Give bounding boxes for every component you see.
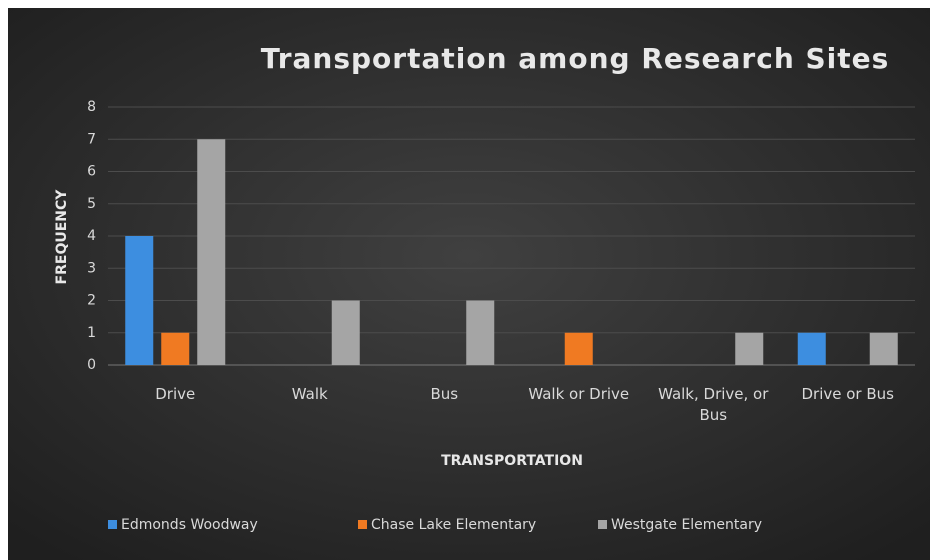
y-tick-label: 7 xyxy=(87,131,96,147)
y-tick-label: 4 xyxy=(87,228,96,244)
legend-swatch xyxy=(108,520,117,529)
y-tick-label: 8 xyxy=(87,99,96,115)
chart-title: Transportation among Research Sites xyxy=(261,42,890,75)
x-axis-title: TRANSPORTATION xyxy=(441,453,583,469)
legend-swatch xyxy=(358,520,367,529)
y-tick-label: 5 xyxy=(87,196,96,212)
bar xyxy=(161,332,190,365)
y-tick-label: 2 xyxy=(87,293,96,309)
y-tick-label: 6 xyxy=(87,164,96,180)
x-tick-label: Drive xyxy=(155,385,196,403)
x-tick-label: Walk, Drive, or Bus xyxy=(658,385,769,424)
y-tick-label: 3 xyxy=(87,260,96,276)
bar xyxy=(331,300,360,365)
bar xyxy=(797,332,826,365)
x-tick-label: Bus xyxy=(430,385,459,403)
x-tick-label: Walk xyxy=(291,385,328,403)
legend-label: Westgate Elementary xyxy=(611,517,762,533)
legend-label: Chase Lake Elementary xyxy=(371,517,536,533)
x-tick-label: Walk or Drive xyxy=(528,385,630,403)
y-tick-label: 0 xyxy=(87,357,96,373)
bar xyxy=(466,300,495,365)
x-tick-label: Drive or Bus xyxy=(801,385,894,403)
legend-swatch xyxy=(598,520,607,529)
legend-label: Edmonds Woodway xyxy=(121,517,258,533)
bar xyxy=(735,332,764,365)
bar xyxy=(197,139,226,365)
background xyxy=(8,8,930,560)
y-axis-title: FREQUENCY xyxy=(54,189,70,285)
bar xyxy=(564,332,593,365)
y-tick-label: 1 xyxy=(87,325,96,341)
bar xyxy=(869,332,898,365)
bar xyxy=(125,236,154,365)
